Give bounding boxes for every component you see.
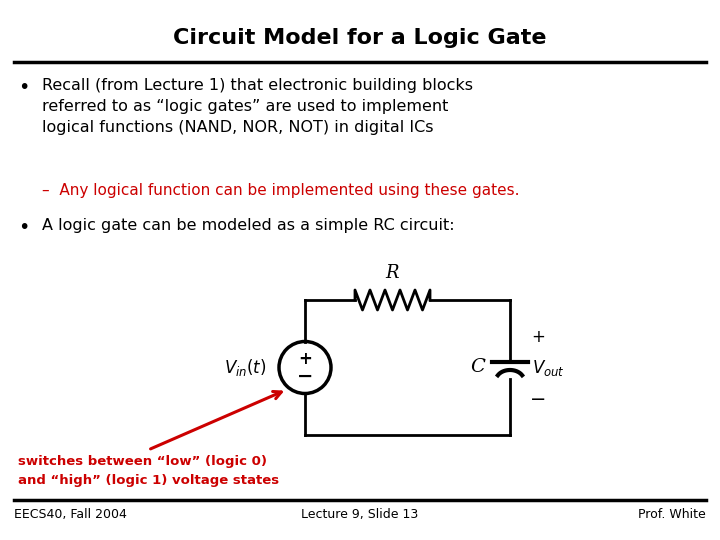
Text: +: + (298, 349, 312, 368)
Text: Lecture 9, Slide 13: Lecture 9, Slide 13 (302, 508, 418, 521)
Text: −: − (530, 390, 546, 409)
Text: EECS40, Fall 2004: EECS40, Fall 2004 (14, 508, 127, 521)
Text: A logic gate can be modeled as a simple RC circuit:: A logic gate can be modeled as a simple … (42, 218, 454, 233)
Text: –  Any logical function can be implemented using these gates.: – Any logical function can be implemente… (42, 183, 520, 198)
Text: •: • (18, 78, 30, 97)
Text: Prof. White: Prof. White (638, 508, 706, 521)
Text: C: C (471, 359, 485, 376)
Text: •: • (18, 218, 30, 237)
Text: switches between “low” (logic 0)
and “high” (logic 1) voltage states: switches between “low” (logic 0) and “hi… (18, 455, 279, 487)
Text: Circuit Model for a Logic Gate: Circuit Model for a Logic Gate (174, 28, 546, 48)
Text: $V_{in}(t)$: $V_{in}(t)$ (225, 357, 267, 378)
Text: −: − (297, 367, 313, 386)
Text: +: + (531, 328, 545, 347)
Text: R: R (386, 264, 400, 282)
Text: Recall (from Lecture 1) that electronic building blocks
referred to as “logic ga: Recall (from Lecture 1) that electronic … (42, 78, 473, 135)
Text: $V_{out}$: $V_{out}$ (532, 357, 564, 377)
